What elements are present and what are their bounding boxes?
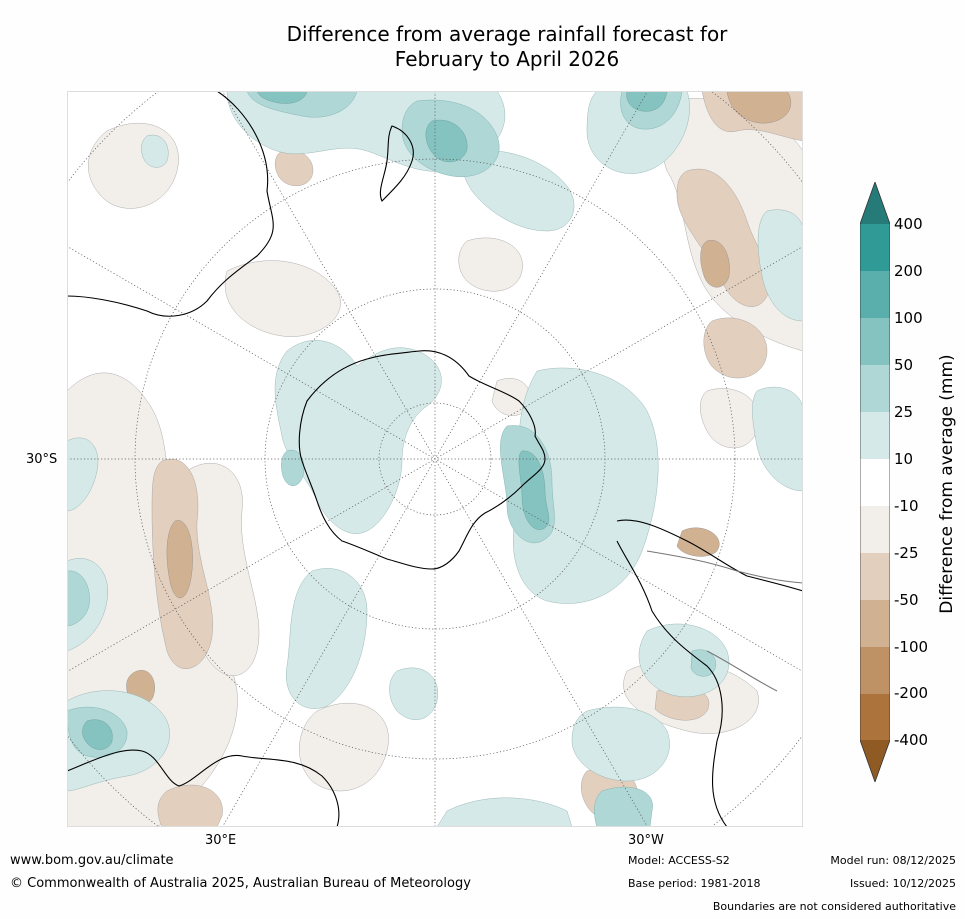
- colorbar-band-neg10-neg25: [860, 506, 890, 553]
- footer-disclaimer: Boundaries are not considered authoritat…: [712, 900, 956, 913]
- colorbar-band-25-50: [860, 365, 890, 412]
- colorbar-band-neg100-neg200: [860, 647, 890, 694]
- colorbar-label-10: 10: [894, 450, 914, 468]
- colorbar-label-neg100: -100: [894, 638, 929, 656]
- graticule: [67, 91, 803, 827]
- colorbar-label-25: 25: [894, 403, 914, 421]
- coastlines: [67, 91, 803, 827]
- colorbar-band-neg200-neg400: [860, 694, 890, 740]
- footer-model-run: Model run: 08/12/2025: [830, 854, 956, 867]
- rainfall-map: [67, 91, 803, 827]
- colorbar-label-neg200: -200: [894, 684, 929, 702]
- colorbar-label-400: 400: [894, 215, 923, 233]
- colorbar-band-neg25-neg50: [860, 553, 890, 600]
- title-line-2: February to April 2026: [394, 47, 620, 71]
- southern-africa-coast: [67, 91, 274, 317]
- footer-url[interactable]: www.bom.gov.au/climate: [10, 853, 174, 868]
- south-america-border: [646, 550, 803, 692]
- lon-label-30w: 30°W: [628, 833, 664, 848]
- chart-title: Difference from average rainfall forecas…: [0, 22, 965, 72]
- colorbar-under-arrow: [860, 740, 890, 782]
- colorbar-band-200-400: [860, 224, 890, 271]
- wet-anomaly-strong: [82, 91, 668, 750]
- wet-anomaly-light: [67, 91, 803, 827]
- colorbar-over-arrow: [860, 182, 890, 224]
- footer-model: Model: ACCESS-S2: [628, 854, 730, 867]
- colorbar-label-100: 100: [894, 309, 923, 327]
- colorbar-band-10-25: [860, 412, 890, 459]
- dry-anomaly-strong: [126, 91, 792, 705]
- australia-coast: [67, 749, 340, 827]
- footer-base-period: Base period: 1981-2018: [628, 877, 761, 890]
- colorbar: [860, 182, 890, 782]
- title-line-1: Difference from average rainfall forecas…: [286, 22, 728, 46]
- new-zealand-coast: [379, 125, 414, 202]
- footer-copyright: © Commonwealth of Australia 2025, Austra…: [10, 876, 471, 891]
- colorbar-band-50-100: [860, 318, 890, 365]
- colorbar-label-neg50: -50: [894, 591, 919, 609]
- lon-label-30e: 30°E: [205, 833, 237, 848]
- colorbar-label-50: 50: [894, 356, 914, 374]
- colorbar-band-100-200: [860, 271, 890, 318]
- antarctica-coast: [298, 350, 546, 570]
- map-svg: [67, 91, 803, 827]
- colorbar-title: Difference from average (mm): [937, 354, 957, 614]
- footer-issued: Issued: 10/12/2025: [849, 877, 956, 890]
- colorbar-band-neutral: [860, 459, 890, 506]
- colorbar-label-200: 200: [894, 262, 923, 280]
- lat-label-30s: 30°S: [26, 452, 58, 467]
- colorbar-label-neg400: -400: [894, 731, 929, 749]
- colorbar-label-neg10: -10: [894, 497, 919, 515]
- map-frame: [67, 91, 803, 827]
- colorbar-band-neg50-neg100: [860, 600, 890, 647]
- colorbar-label-neg25: -25: [894, 544, 919, 562]
- south-america-coast: [616, 519, 803, 827]
